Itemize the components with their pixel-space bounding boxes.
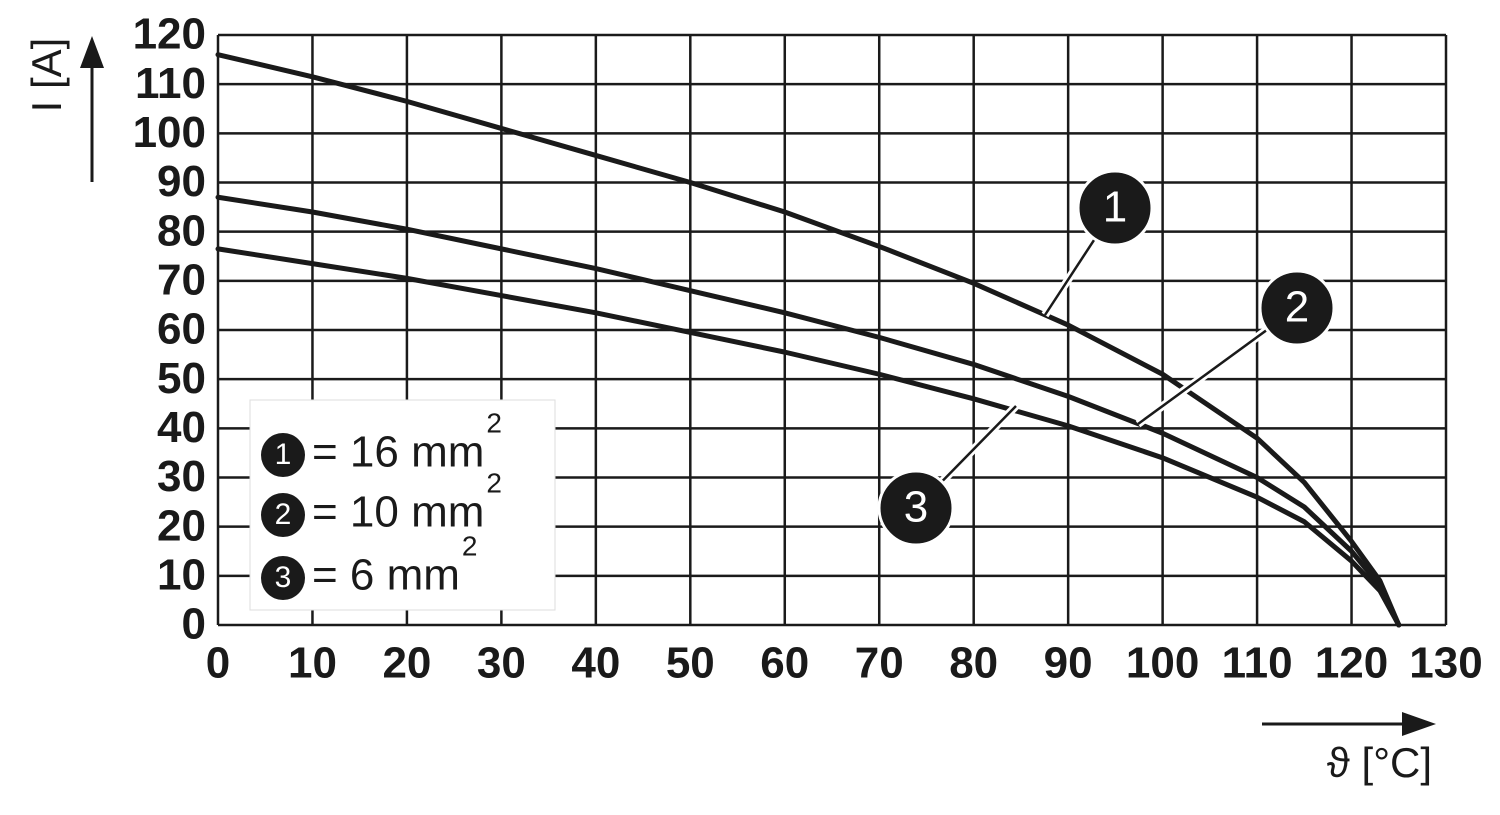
x-tick-label: 40 <box>571 639 620 688</box>
legend-marker <box>261 556 305 600</box>
legend-label: = 10 mm <box>312 488 484 537</box>
legend-superscript: 2 <box>486 467 502 498</box>
callout-label: 3 <box>904 483 928 532</box>
legend-superscript: 2 <box>486 407 502 438</box>
x-axis-label: ϑ [°C] <box>1327 739 1432 786</box>
y-tick-label: 40 <box>157 403 206 452</box>
callout-circle <box>1258 269 1336 347</box>
legend-marker-label: 3 <box>275 561 292 594</box>
series-line <box>215 246 1402 628</box>
x-tick-label: 100 <box>1126 639 1199 688</box>
legend-superscript: 2 <box>462 530 478 561</box>
y-tick-label: 120 <box>133 10 206 59</box>
x-tick-label: 120 <box>1315 639 1388 688</box>
x-axis-arrowhead <box>1402 712 1436 736</box>
x-tick-label: 80 <box>949 639 998 688</box>
legend-marker-label: 1 <box>275 438 292 471</box>
x-tick-label: 70 <box>855 639 904 688</box>
y-tick-label: 80 <box>157 206 206 255</box>
legend-marker <box>261 493 305 537</box>
legend-marker-label: 2 <box>275 498 292 531</box>
legend-marker <box>261 433 305 477</box>
x-tick-label: 60 <box>760 639 809 688</box>
callout-circle <box>877 469 955 547</box>
y-tick-label: 10 <box>157 550 206 599</box>
y-tick-label: 0 <box>182 600 206 649</box>
legend-label: = 6 mm <box>312 551 460 600</box>
x-tick-label: 10 <box>288 639 337 688</box>
callout-circle <box>1076 169 1154 247</box>
callout-label: 2 <box>1285 283 1309 332</box>
x-tick-label: 30 <box>477 639 526 688</box>
x-tick-label: 20 <box>382 639 431 688</box>
x-tick-label: 50 <box>666 639 715 688</box>
legend-label: = 16 mm <box>312 428 484 477</box>
y-axis-label: I [A] <box>23 38 70 113</box>
y-tick-label: 70 <box>157 255 206 304</box>
y-tick-label: 30 <box>157 452 206 501</box>
x-tick-label: 90 <box>1044 639 1093 688</box>
y-tick-label: 100 <box>133 108 206 157</box>
callout-label: 1 <box>1103 183 1127 232</box>
x-tick-label: 130 <box>1409 639 1482 688</box>
y-tick-label: 20 <box>157 501 206 550</box>
y-tick-label: 90 <box>157 157 206 206</box>
y-tick-label: 50 <box>157 354 206 403</box>
x-tick-label: 0 <box>206 639 230 688</box>
series-line <box>215 52 1402 628</box>
x-tick-label: 110 <box>1222 639 1293 688</box>
y-tick-label: 60 <box>157 305 206 354</box>
y-tick-label: 110 <box>135 59 206 108</box>
series-line <box>215 194 1402 628</box>
y-axis-arrowhead <box>80 36 104 68</box>
